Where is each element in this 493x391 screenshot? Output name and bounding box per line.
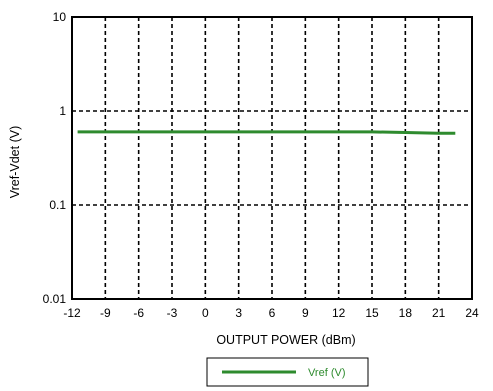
x-tick-label: 0 bbox=[202, 306, 209, 320]
series-layer bbox=[77, 130, 456, 135]
x-tick-label: -6 bbox=[133, 306, 144, 320]
legend-label: Vref (V) bbox=[308, 367, 346, 379]
x-tick-label: 18 bbox=[399, 306, 413, 320]
x-tick-label: -12 bbox=[63, 306, 81, 320]
y-axis-ticks: 10 1 0.1 0.01 bbox=[43, 10, 67, 306]
legend: Vref (V) bbox=[206, 357, 369, 387]
y-tick-label: 1 bbox=[59, 104, 66, 118]
x-axis-label: OUTPUT POWER (dBm) bbox=[216, 333, 355, 347]
y-tick-label: 10 bbox=[53, 10, 67, 24]
x-tick-label: -9 bbox=[100, 306, 111, 320]
grid bbox=[72, 17, 472, 299]
series-line bbox=[77, 130, 456, 135]
x-axis-ticks: -12 -9 -6 -3 0 3 6 9 12 15 18 21 24 bbox=[63, 306, 479, 320]
x-tick-label: 15 bbox=[365, 306, 379, 320]
x-tick-label: 12 bbox=[332, 306, 346, 320]
y-tick-label: 0.1 bbox=[49, 198, 66, 212]
x-tick-label: 24 bbox=[465, 306, 479, 320]
x-tick-label: -3 bbox=[167, 306, 178, 320]
x-tick-label: 21 bbox=[432, 306, 446, 320]
plot-frame bbox=[71, 16, 473, 300]
x-tick-label: 6 bbox=[269, 306, 276, 320]
y-tick-label: 0.01 bbox=[43, 292, 67, 306]
y-axis-label: Vref-Vdet (V) bbox=[8, 126, 22, 198]
x-tick-label: 9 bbox=[302, 306, 309, 320]
x-tick-label: 3 bbox=[235, 306, 242, 320]
